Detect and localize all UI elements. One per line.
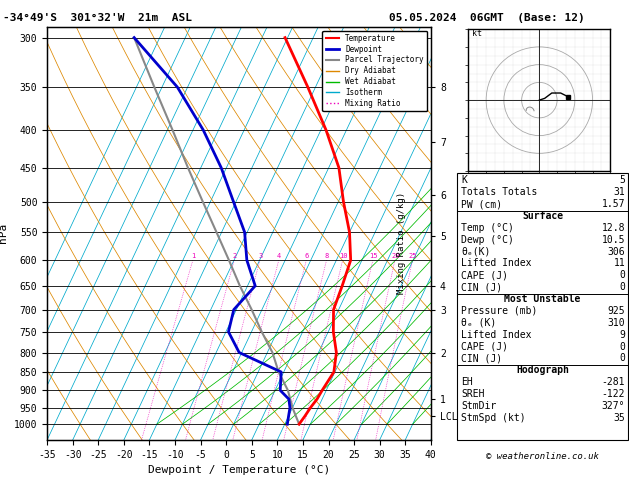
Text: 12.8: 12.8 <box>602 223 625 233</box>
Text: Hodograph: Hodograph <box>516 365 569 375</box>
Text: Dewp (°C): Dewp (°C) <box>461 235 514 244</box>
Text: EH: EH <box>461 377 473 387</box>
Text: 6: 6 <box>304 253 309 259</box>
Text: 306: 306 <box>608 246 625 257</box>
Text: -122: -122 <box>602 389 625 399</box>
Text: Surface: Surface <box>522 211 563 221</box>
Text: 327°: 327° <box>602 401 625 411</box>
Text: 10: 10 <box>339 253 347 259</box>
Text: 1: 1 <box>191 253 196 259</box>
Text: Lifted Index: Lifted Index <box>461 259 532 268</box>
Text: Most Unstable: Most Unstable <box>504 294 581 304</box>
Text: 2: 2 <box>233 253 237 259</box>
Text: CAPE (J): CAPE (J) <box>461 342 508 351</box>
Text: 10.5: 10.5 <box>602 235 625 244</box>
X-axis label: Dewpoint / Temperature (°C): Dewpoint / Temperature (°C) <box>148 465 330 475</box>
Text: 5: 5 <box>620 175 625 185</box>
Text: kt: kt <box>472 29 482 38</box>
Text: StmDir: StmDir <box>461 401 496 411</box>
Text: Lifted Index: Lifted Index <box>461 330 532 340</box>
Text: SREH: SREH <box>461 389 484 399</box>
Text: StmSpd (kt): StmSpd (kt) <box>461 413 526 423</box>
Text: θₑ (K): θₑ (K) <box>461 318 496 328</box>
Text: 8: 8 <box>325 253 329 259</box>
Text: 20: 20 <box>391 253 399 259</box>
Text: CAPE (J): CAPE (J) <box>461 270 508 280</box>
Y-axis label: hPa: hPa <box>0 223 8 243</box>
Legend: Temperature, Dewpoint, Parcel Trajectory, Dry Adiabat, Wet Adiabat, Isotherm, Mi: Temperature, Dewpoint, Parcel Trajectory… <box>323 31 427 111</box>
Text: 0: 0 <box>620 282 625 292</box>
Text: 0: 0 <box>620 270 625 280</box>
Text: Temp (°C): Temp (°C) <box>461 223 514 233</box>
Text: 25: 25 <box>409 253 417 259</box>
Text: 1.57: 1.57 <box>602 199 625 209</box>
Text: Pressure (mb): Pressure (mb) <box>461 306 537 316</box>
Text: K: K <box>461 175 467 185</box>
Text: 0: 0 <box>620 353 625 364</box>
Text: 310: 310 <box>608 318 625 328</box>
Text: Totals Totals: Totals Totals <box>461 187 537 197</box>
Text: © weatheronline.co.uk: © weatheronline.co.uk <box>486 452 599 461</box>
Text: 35: 35 <box>613 413 625 423</box>
Text: 05.05.2024  06GMT  (Base: 12): 05.05.2024 06GMT (Base: 12) <box>389 13 584 23</box>
Text: PW (cm): PW (cm) <box>461 199 502 209</box>
Text: 925: 925 <box>608 306 625 316</box>
Text: 9: 9 <box>620 330 625 340</box>
Text: θₑ(K): θₑ(K) <box>461 246 491 257</box>
Text: 0: 0 <box>620 342 625 351</box>
Text: 4: 4 <box>277 253 281 259</box>
Text: 31: 31 <box>613 187 625 197</box>
Text: -281: -281 <box>602 377 625 387</box>
Text: CIN (J): CIN (J) <box>461 282 502 292</box>
Text: 11: 11 <box>613 259 625 268</box>
Text: -34°49'S  301°32'W  21m  ASL: -34°49'S 301°32'W 21m ASL <box>3 13 192 23</box>
Text: 3: 3 <box>259 253 262 259</box>
Text: CIN (J): CIN (J) <box>461 353 502 364</box>
Text: 15: 15 <box>369 253 377 259</box>
Text: Mixing Ratio (g/kg): Mixing Ratio (g/kg) <box>397 192 406 294</box>
